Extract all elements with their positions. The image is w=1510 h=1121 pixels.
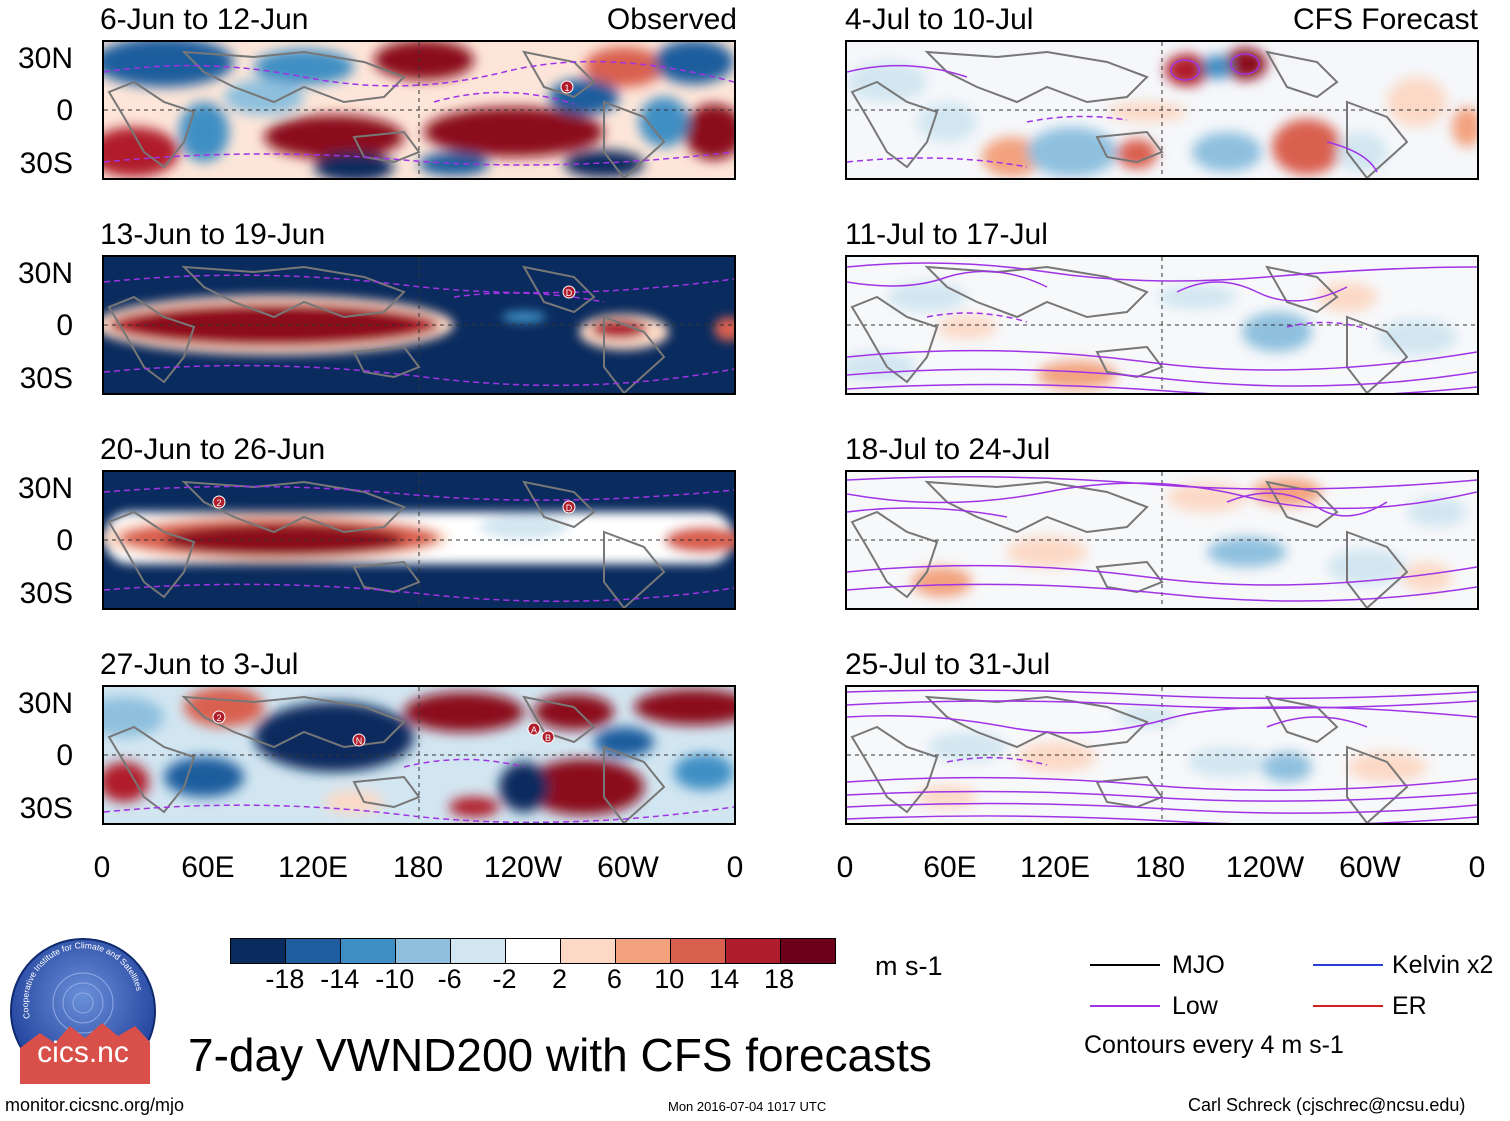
legend-label-kelvin: Kelvin x2 [1392,951,1494,979]
legend-line-er [1313,1005,1383,1007]
lat-label-30s: 30S [19,147,73,180]
forecast-panel-4-title: 25-Jul to 31-Jul [845,648,1051,681]
contour-note: Contours every 4 m s-1 [1084,1031,1344,1059]
observed-panel-3-title: 20-Jun to 26-Jun [100,433,326,466]
lat-label-0: 0 [56,94,73,127]
lon-label-60e: 60E [181,851,235,884]
figure-title: 7-day VWND200 with CFS forecasts [188,1029,932,1081]
colorbar-tick-label: -6 [437,964,462,994]
lat-label-30s: 30S [19,792,73,825]
observed-panel-2-title: 13-Jun to 19-Jun [100,218,326,251]
legend-label-low: Low [1172,992,1218,1020]
lat-label-0: 0 [56,524,73,557]
lat-label-30n: 30N [17,472,73,505]
colorbar-swatch [780,939,835,963]
storm-marker-2: 2 [212,495,226,509]
observed-map-4: 2 N A B [102,685,736,825]
lon-label-0-east: 0 [726,851,744,884]
colorbar-tick-label: 18 [764,964,795,994]
observed-panel-1-title: 6-Jun to 12-Jun [100,3,309,36]
lat-label-30n: 30N [17,687,73,720]
colorbar-swatch [725,939,780,963]
lon-label-60w: 60W [597,851,659,884]
lon-label-120e: 120E [1019,851,1091,884]
legend-line-low [1090,1005,1160,1007]
svg-text:N: N [356,736,363,746]
timestamp: Mon 2016-07-04 1017 UTC [668,1099,827,1114]
colorbar-swatch [505,939,560,963]
lon-label-120w: 120W [1225,851,1305,884]
svg-text:D: D [566,288,573,298]
lon-label-0: 0 [836,851,854,884]
colorbar-swatch [450,939,505,963]
svg-text:D: D [566,503,573,513]
lon-label-180: 180 [1134,851,1186,884]
colorbar-tick-label: -10 [375,964,415,994]
lat-label-30n: 30N [17,42,73,75]
colorbar [230,938,836,964]
colorbar-swatch [285,939,340,963]
storm-marker-2: 2 [212,710,226,724]
forecast-map-2 [845,255,1479,395]
colorbar-tick-label: 14 [709,964,740,994]
lon-label-0-east: 0 [1468,851,1486,884]
storm-marker-b: B [541,730,555,744]
storm-marker-n: N [352,733,366,747]
forecast-panel-2-title: 11-Jul to 17-Jul [845,218,1048,251]
lat-label-0: 0 [56,739,73,772]
lat-label-0: 0 [56,309,73,342]
colorbar-swatch [231,939,285,963]
colorbar-swatch [560,939,615,963]
lon-label-60e: 60E [923,851,977,884]
colorbar-tick-label: 6 [606,964,622,994]
lat-label-30s: 30S [19,577,73,610]
colorbar-swatch [395,939,450,963]
svg-text:cics.nc: cics.nc [37,1036,129,1069]
forecast-panel-1-title: 4-Jul to 10-Jul [845,3,1034,36]
legend-line-mjo [1090,964,1160,966]
storm-marker-a: A [527,722,541,736]
lon-label-180: 180 [392,851,444,884]
observed-panel-4-title: 27-Jun to 3-Jul [100,648,299,681]
colorbar-tick-label: 10 [654,964,685,994]
colorbar-tick-label: -18 [265,964,305,994]
svg-text:A: A [531,725,537,735]
svg-text:1: 1 [564,83,569,93]
colorbar-swatch [670,939,725,963]
observed-map-3: 2 D [102,470,736,610]
source-url[interactable]: monitor.cicsnc.org/mjo [5,1095,185,1115]
colorbar-swatch [615,939,670,963]
colorbar-tick-label: -2 [492,964,517,994]
lat-label-30s: 30S [19,362,73,395]
observed-map-1: 1 [102,40,736,180]
lon-label-60w: 60W [1339,851,1401,884]
storm-marker-d: D [562,285,576,299]
colorbar-unit: m s-1 [875,951,943,981]
cicsnc-logo: Cooperative Institute for Climate and Sa… [10,938,156,1084]
lon-label-0: 0 [93,851,111,884]
lon-label-120e: 120E [277,851,349,884]
observed-tag: Observed [606,3,737,36]
colorbar-tick-label: 2 [551,964,567,994]
author-credit: Carl Schreck (cjschrec@ncsu.edu) [1188,1095,1466,1115]
lat-label-30n: 30N [17,257,73,290]
forecast-map-4 [845,685,1479,825]
observed-map-2: D [102,255,736,395]
legend-label-mjo: MJO [1172,951,1225,979]
forecast-tag: CFS Forecast [1292,3,1478,36]
colorbar-swatch [340,939,395,963]
svg-text:2: 2 [216,498,221,508]
svg-text:B: B [545,733,551,743]
lon-label-120w: 120W [483,851,563,884]
storm-marker-1: 1 [560,80,574,94]
legend-label-er: ER [1392,992,1427,1020]
forecast-map-3 [845,470,1479,610]
forecast-map-1 [845,40,1479,180]
colorbar-tick-label: -14 [320,964,360,994]
svg-text:2: 2 [216,713,221,723]
legend-line-kelvin [1313,964,1383,966]
storm-marker-d: D [562,500,576,514]
forecast-panel-3-title: 18-Jul to 24-Jul [845,433,1051,466]
